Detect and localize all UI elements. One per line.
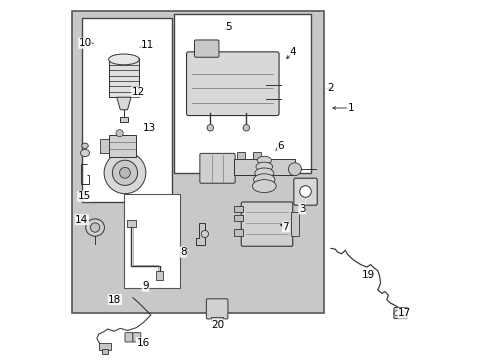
Polygon shape: [117, 97, 131, 110]
Ellipse shape: [257, 156, 271, 164]
Bar: [233, 159, 294, 175]
FancyBboxPatch shape: [194, 40, 219, 57]
Text: 19: 19: [361, 270, 375, 280]
Circle shape: [104, 152, 145, 194]
Ellipse shape: [243, 125, 249, 131]
Text: 13: 13: [142, 123, 155, 133]
Bar: [156, 271, 163, 280]
Ellipse shape: [253, 174, 274, 185]
Text: 11: 11: [141, 40, 154, 50]
Bar: [127, 220, 136, 227]
Bar: [82, 18, 172, 202]
FancyBboxPatch shape: [186, 52, 279, 116]
Bar: [102, 349, 108, 354]
Ellipse shape: [201, 230, 208, 238]
Bar: [233, 229, 242, 236]
Text: 14: 14: [75, 215, 88, 225]
Text: 5: 5: [224, 22, 231, 32]
Text: 16: 16: [136, 338, 149, 348]
FancyBboxPatch shape: [200, 153, 235, 183]
Bar: [99, 343, 110, 350]
Bar: [108, 135, 136, 157]
Text: 3: 3: [298, 204, 305, 214]
Text: 8: 8: [180, 247, 186, 257]
FancyBboxPatch shape: [125, 333, 133, 342]
Text: 18: 18: [108, 294, 122, 305]
Polygon shape: [196, 223, 204, 245]
FancyBboxPatch shape: [133, 333, 141, 342]
Text: 15: 15: [78, 191, 91, 201]
Bar: [237, 152, 244, 159]
Text: 2: 2: [327, 83, 333, 93]
Bar: [233, 206, 242, 212]
Circle shape: [288, 163, 301, 176]
Ellipse shape: [254, 168, 273, 178]
Text: 4: 4: [289, 47, 296, 57]
Ellipse shape: [255, 162, 272, 171]
Ellipse shape: [108, 54, 139, 65]
Text: 20: 20: [210, 320, 224, 330]
Text: 12: 12: [131, 87, 144, 97]
Ellipse shape: [299, 186, 311, 197]
Bar: [211, 317, 223, 321]
Ellipse shape: [252, 180, 276, 193]
Bar: [174, 14, 310, 173]
Bar: [120, 117, 128, 122]
FancyBboxPatch shape: [206, 299, 227, 319]
FancyBboxPatch shape: [241, 202, 292, 246]
Text: 9: 9: [142, 281, 148, 291]
Bar: [233, 215, 242, 221]
Bar: [100, 139, 108, 153]
Circle shape: [120, 167, 130, 178]
Bar: [291, 212, 299, 236]
Bar: [123, 194, 179, 288]
Circle shape: [112, 160, 137, 185]
FancyBboxPatch shape: [393, 307, 407, 319]
Ellipse shape: [393, 311, 400, 316]
Ellipse shape: [81, 149, 89, 157]
Ellipse shape: [81, 143, 88, 148]
Ellipse shape: [85, 219, 104, 236]
Ellipse shape: [206, 125, 213, 131]
Text: 1: 1: [346, 103, 353, 113]
Ellipse shape: [90, 223, 100, 232]
Text: 7: 7: [282, 222, 288, 232]
Text: 10: 10: [79, 38, 92, 48]
Text: 17: 17: [397, 308, 410, 318]
Bar: [108, 58, 139, 97]
FancyBboxPatch shape: [293, 178, 317, 205]
Bar: [72, 11, 323, 313]
Text: 6: 6: [277, 141, 283, 151]
Bar: [253, 152, 261, 159]
Circle shape: [116, 130, 123, 137]
